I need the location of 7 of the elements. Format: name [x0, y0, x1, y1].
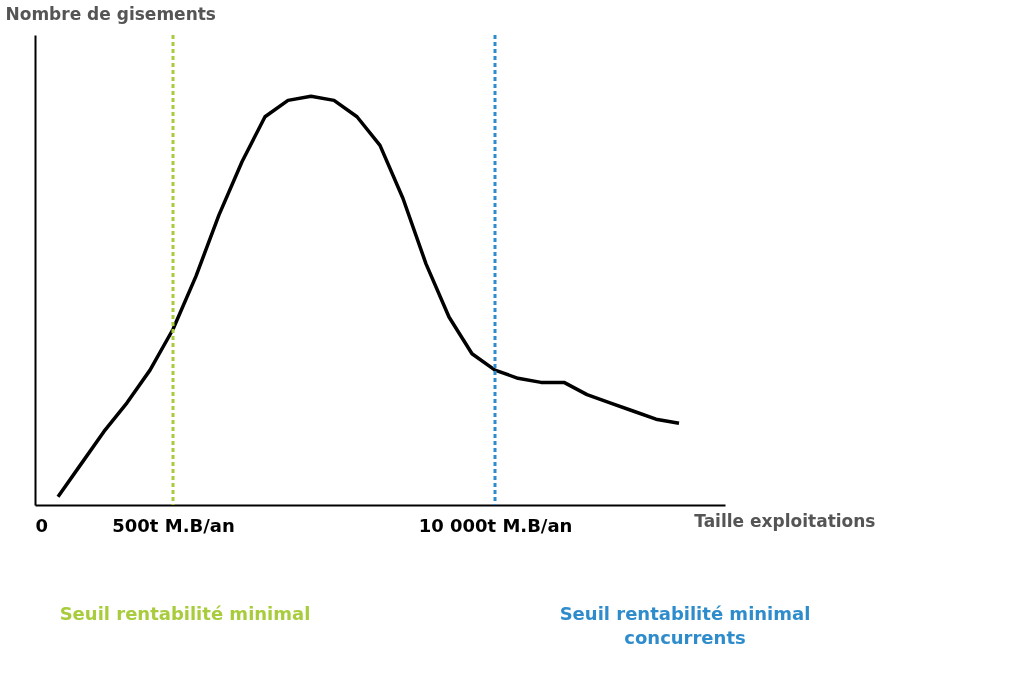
x-axis-title: Taille exploitations [694, 510, 876, 531]
x-tick-label: 500t M.B/an [112, 514, 235, 536]
text: Seuil rentabilité minimal concurrents [559, 603, 811, 648]
text: Seuil rentabilité minimal [59, 603, 311, 624]
x-tick-label: 0 [35, 514, 49, 536]
y-axis-title: Nombre de gisements [5, 3, 216, 24]
x-tick-label: 10 000t M.B/an [418, 514, 573, 536]
